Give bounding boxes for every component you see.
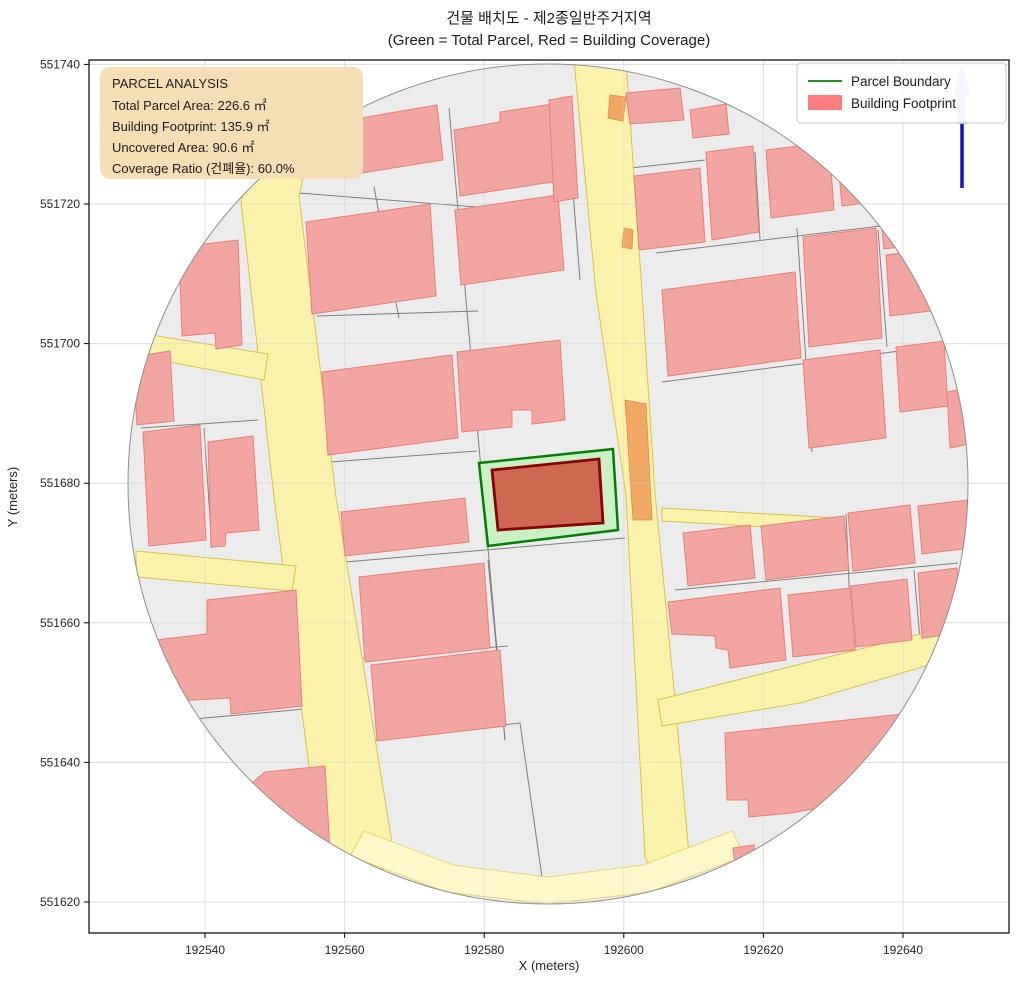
building-polygon [895, 340, 949, 413]
building-polygon [917, 499, 968, 555]
building-polygon [802, 227, 883, 348]
building-polygon [802, 349, 887, 449]
road-overlaps [607, 94, 653, 521]
legend-patch-sample [808, 95, 842, 110]
subject-building-footprint [490, 457, 605, 532]
parcel-boundary-line [140, 419, 259, 429]
building-polygon [358, 562, 491, 663]
axis-ticks: 192540 192560 192580 192600 192620 192640 5517… [40, 57, 923, 957]
building-polygon [321, 354, 459, 456]
y-tick-label: 551620 [40, 895, 80, 909]
building-polygon [705, 145, 760, 241]
x-tick-label: 192560 [325, 943, 365, 957]
building-polygon [370, 649, 507, 742]
building-polygon [850, 578, 913, 648]
building-polygon [548, 95, 579, 203]
y-tick-label: 551640 [40, 755, 80, 769]
parcel-boundary-line [877, 229, 888, 348]
building-polygon [340, 497, 470, 557]
analysis-box: PARCEL ANALYSIS Total Parcel Area: 226.6… [100, 67, 363, 179]
x-tick-label: 192620 [743, 943, 783, 957]
map-clip-outline [127, 63, 969, 905]
parcel-boundary-line [754, 151, 761, 241]
y-tick-label: 551660 [40, 616, 80, 630]
road-band-polygon [349, 830, 746, 904]
parcel-boundary-line [629, 159, 706, 169]
building-polygon [456, 339, 566, 433]
building-polygon [207, 435, 260, 548]
road-overlap-polygon [624, 399, 653, 521]
chart-title: 건물 배치도 - 제2종일반주거지역 [446, 10, 651, 27]
analysis-title: PARCEL ANALYSIS [112, 76, 228, 91]
road-overlap-polygon [607, 94, 627, 122]
parcel-boundary-line [674, 562, 959, 591]
map-area [128, 64, 968, 904]
y-tick-label: 551740 [40, 57, 80, 71]
building-polygon [661, 271, 802, 377]
road-bands [349, 830, 746, 904]
building-polygon [847, 504, 916, 572]
chart-subtitle: (Green = Total Parcel, Red = Building Co… [388, 32, 710, 49]
legend-box [796, 62, 1007, 124]
building-polygon [142, 424, 207, 547]
building-polygon [454, 194, 565, 286]
parcel-boundary-line [344, 537, 626, 563]
legend-label-parcel-boundary: Parcel Boundary [851, 74, 951, 89]
building-polygon [667, 587, 787, 669]
x-tick-label: 192540 [185, 943, 225, 957]
building-polygon [305, 203, 437, 315]
analysis-total-area: Total Parcel Area: 226.6 ㎡ [112, 98, 267, 113]
road-overlap-polygon [621, 227, 634, 250]
parcel-boundary-line [316, 310, 479, 317]
x-tick-label: 192600 [604, 943, 644, 957]
parcel-boundary-line [329, 450, 478, 463]
building-polygon [682, 524, 756, 587]
legend: Parcel Boundary Building Footprint [796, 62, 1007, 124]
legend-label-building-footprint: Building Footprint [851, 96, 956, 111]
building-polygon [760, 515, 850, 581]
y-tick-label: 551720 [40, 197, 80, 211]
parcel-boundary-line [298, 192, 477, 208]
building-polygon [625, 87, 685, 125]
analysis-box-frame [100, 67, 363, 179]
x-tick-label: 192640 [883, 943, 923, 957]
y-axis-label: Y (meters) [5, 467, 20, 527]
building-polygon [633, 167, 706, 251]
axes-frame [88, 59, 1010, 934]
parcel-boundary-line [913, 569, 921, 641]
y-tick-label: 551680 [40, 476, 80, 490]
building-polygon [787, 587, 856, 658]
building-polygon [178, 239, 243, 350]
building-polygon [689, 103, 730, 139]
analysis-coverage-ratio: Coverage Ratio (건폐율): 60.0% [112, 161, 295, 176]
analysis-uncovered-area: Uncovered Area: 90.6 ㎡ [112, 140, 254, 155]
buildings [132, 87, 968, 866]
y-tick-label: 551700 [40, 337, 80, 351]
analysis-building-footprint: Building Footprint: 135.9 ㎡ [112, 119, 270, 134]
x-tick-label: 192580 [464, 943, 504, 957]
x-axis-label: X (meters) [519, 958, 580, 973]
